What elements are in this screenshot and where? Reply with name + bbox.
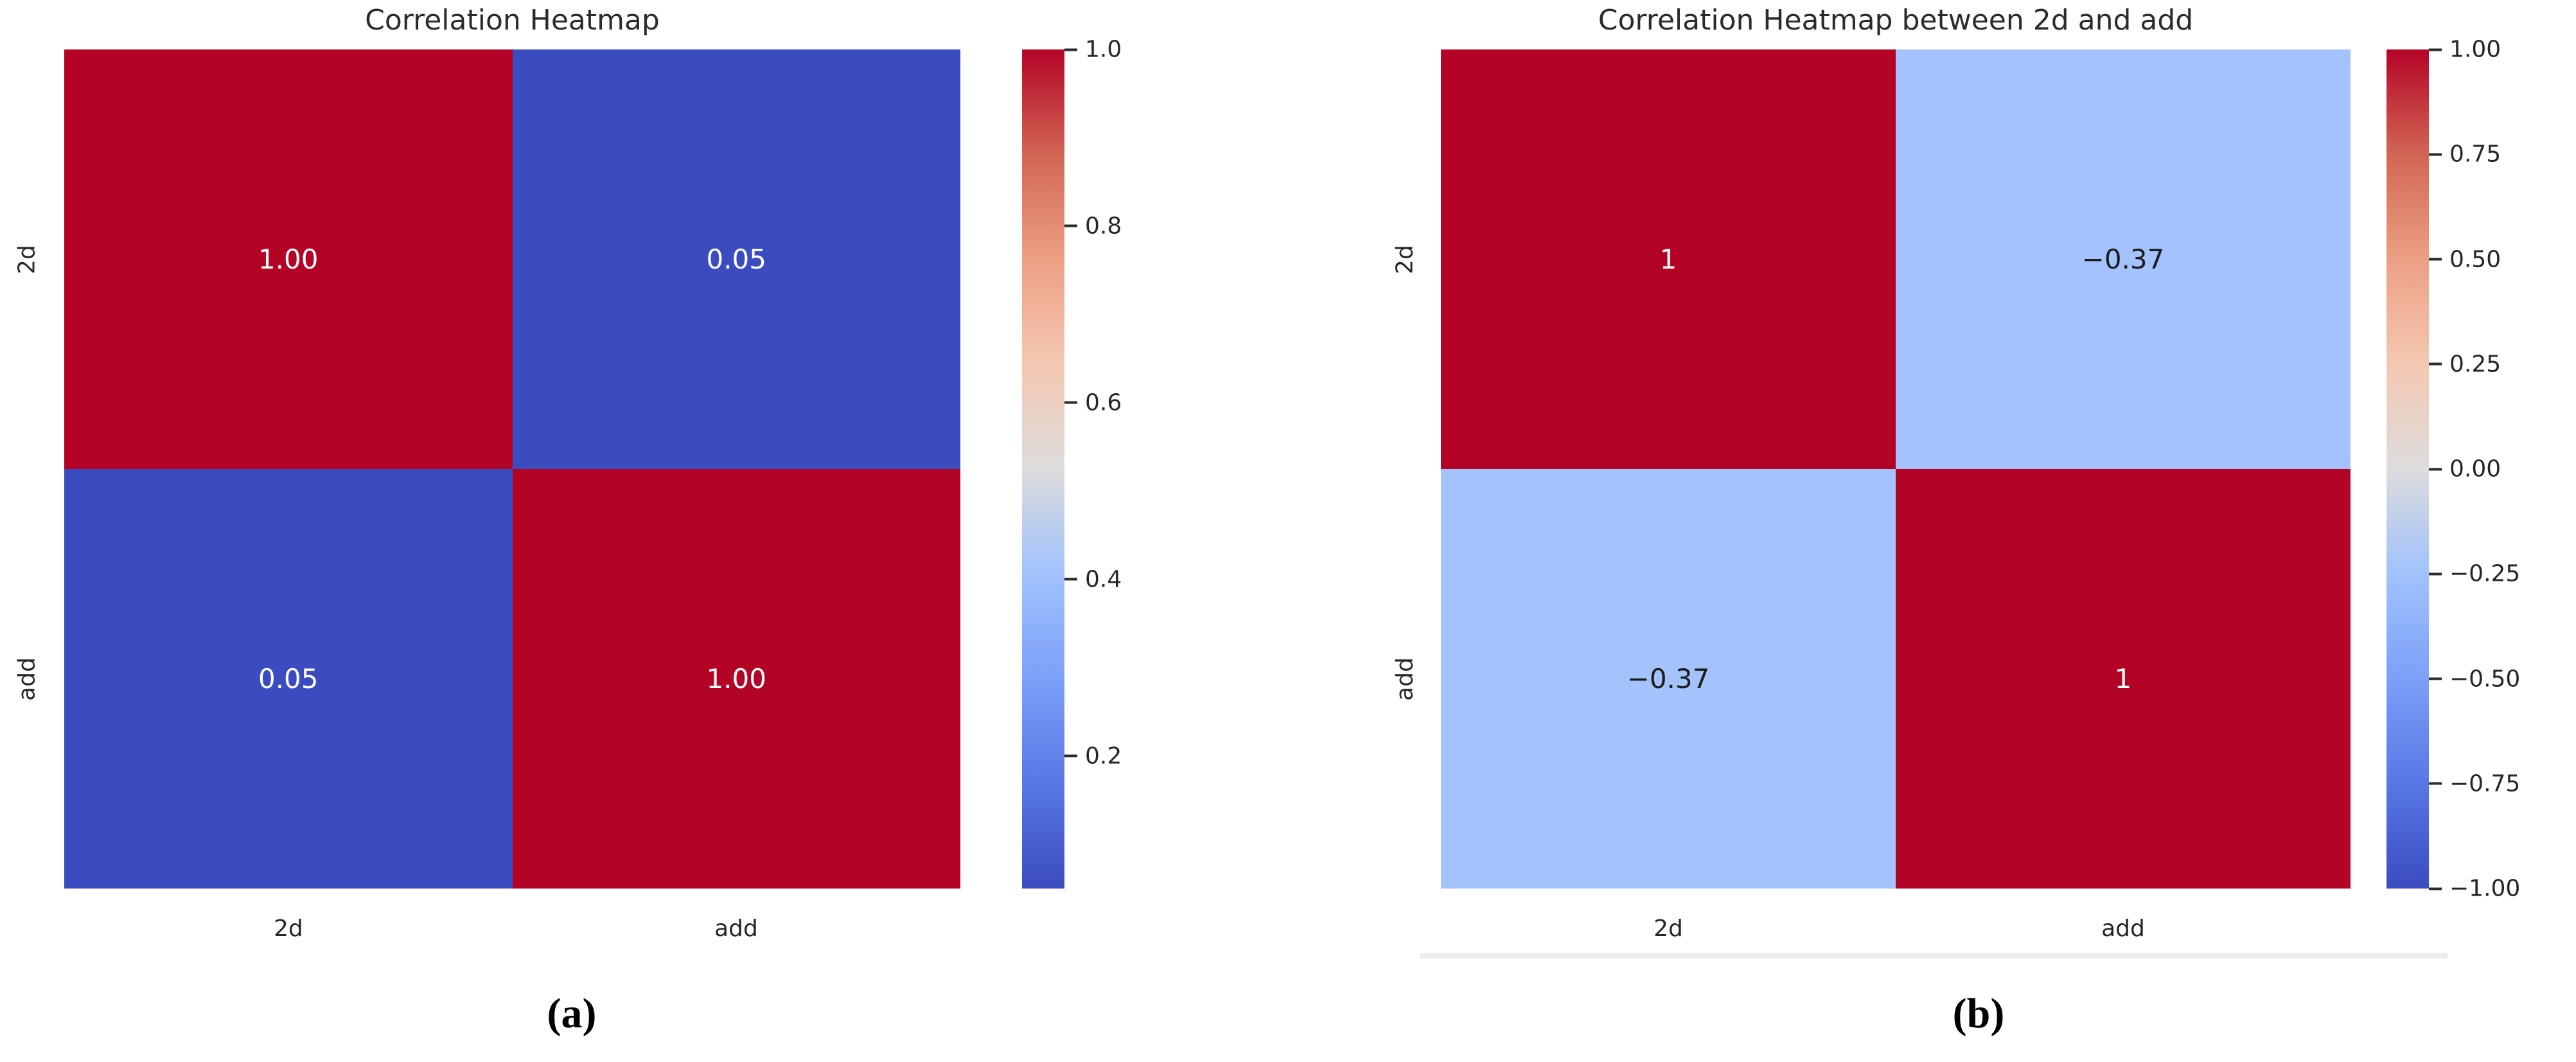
tick-label: 1.00 <box>2449 36 2501 63</box>
heatmap-a-cell-add-add: 1.00 <box>512 469 960 889</box>
tick-mark <box>2429 887 2442 890</box>
tick-mark <box>2429 677 2442 680</box>
heatmap-b-cell-2d-add: −0.37 <box>1896 49 2351 469</box>
tick-mark <box>1064 48 1077 51</box>
heatmap-b-title: Correlation Heatmap between 2d and add <box>1598 4 2194 37</box>
tick-label: 0.25 <box>2449 351 2501 378</box>
colorbar-tick: 0.00 <box>2429 456 2501 482</box>
heatmap-b-cell-2d-2d: 1 <box>1441 49 1896 469</box>
heatmap-a-ytick-add: add <box>13 657 40 701</box>
colorbar-tick: −1.00 <box>2429 876 2520 902</box>
heatmap-a-xtick-2d: 2d <box>274 916 303 942</box>
tick-mark <box>2429 258 2442 261</box>
tick-mark <box>1064 401 1077 404</box>
heatmap-a-ytick-2d: 2d <box>13 245 40 274</box>
cell-value: 1.00 <box>706 663 766 695</box>
tick-label: 0.50 <box>2449 246 2501 272</box>
heatmap-b-cell-add-add: 1 <box>1896 469 2351 889</box>
cell-value: 1 <box>1659 243 1677 275</box>
colorbar-tick: 0.25 <box>2429 351 2501 377</box>
heatmap-b-ytick-add: add <box>1391 657 1418 701</box>
cell-value: 1 <box>2114 663 2132 695</box>
tick-label: −0.50 <box>2449 666 2521 692</box>
colorbar-tick: 0.6 <box>1064 389 1122 416</box>
colorbar-tick: 0.2 <box>1064 743 1122 769</box>
colorbar-tick: −0.50 <box>2429 666 2520 692</box>
tick-mark <box>1064 224 1077 227</box>
tick-label: 1.0 <box>1085 36 1122 63</box>
tick-mark <box>2429 572 2442 576</box>
colorbar-tick: 0.8 <box>1064 213 1122 239</box>
tick-label: −1.00 <box>2449 875 2521 902</box>
tick-mark <box>2429 153 2442 156</box>
tick-label: −0.75 <box>2449 770 2521 797</box>
tick-label: 0.6 <box>1085 389 1122 416</box>
colorbar-tick: 0.4 <box>1064 566 1122 592</box>
cell-value: 1.00 <box>258 243 319 275</box>
subfigure-b-caption: (b) <box>1952 990 2005 1037</box>
heatmap-a-xtick-add: add <box>714 916 758 942</box>
tick-label: 0.4 <box>1085 566 1122 593</box>
tick-mark <box>2429 782 2442 785</box>
heatmap-b-cell-add-2d: −0.37 <box>1441 469 1896 889</box>
heatmap-a-cell-2d-2d: 1.00 <box>64 49 513 469</box>
cell-value: 0.05 <box>706 243 766 275</box>
colorbar-tick: 1.00 <box>2429 37 2501 63</box>
heatmap-a-colorbar: 1.0 0.8 0.6 0.4 0.2 <box>1022 37 1122 889</box>
heatmap-a-plot: 1.00 0.05 0.05 1.00 <box>64 49 960 889</box>
tick-label: −0.25 <box>2449 560 2521 587</box>
subfigure-a-caption: (a) <box>547 990 597 1037</box>
tick-mark <box>2429 468 2442 470</box>
tick-label: 0.8 <box>1085 213 1122 240</box>
heatmap-b-ytick-2d: 2d <box>1391 245 1418 274</box>
heatmap-a-cell-add-2d: 0.05 <box>64 469 513 889</box>
colorbar-tick: −0.25 <box>2429 561 2520 587</box>
colorbar-tick: 1.0 <box>1064 37 1122 63</box>
heatmap-b-xtick-add: add <box>2101 916 2145 942</box>
colorbar-tick: 0.75 <box>2429 141 2501 168</box>
tick-label: 0.00 <box>2449 456 2501 482</box>
colorbar-tick: 0.50 <box>2429 246 2501 272</box>
heatmap-b-colorbar: 1.00 0.75 0.50 0.25 0.00 −0.25 −0.50 −0.… <box>2386 37 2520 902</box>
cell-value: −0.37 <box>1627 663 1710 695</box>
colorbar-tick: −0.75 <box>2429 770 2520 797</box>
cell-value: 0.05 <box>258 663 319 695</box>
heatmap-b-plot: 1 −0.37 −0.37 1 <box>1441 49 2351 889</box>
tick-mark <box>1064 754 1077 757</box>
tick-mark <box>2429 362 2442 366</box>
tick-mark <box>2429 48 2442 51</box>
cell-value: −0.37 <box>2081 243 2165 275</box>
heatmap-a-title: Correlation Heatmap <box>365 4 660 37</box>
subfigure-b-bottom-border <box>1420 953 2448 959</box>
heatmap-b-xtick-2d: 2d <box>1654 916 1683 942</box>
heatmap-a-cell-2d-add: 0.05 <box>512 49 960 469</box>
tick-mark <box>1064 578 1077 581</box>
tick-label: 0.2 <box>1085 743 1122 770</box>
tick-label: 0.75 <box>2449 141 2501 168</box>
